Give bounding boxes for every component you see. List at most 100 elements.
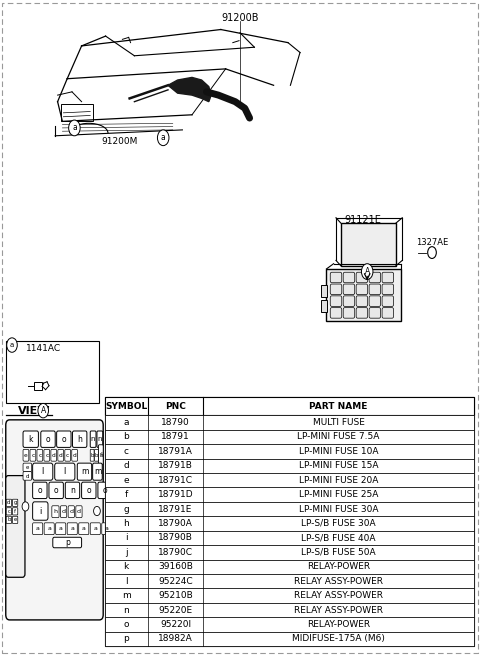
- Text: 95220E: 95220E: [158, 605, 192, 615]
- FancyBboxPatch shape: [99, 449, 103, 461]
- FancyBboxPatch shape: [72, 431, 87, 447]
- FancyBboxPatch shape: [56, 523, 66, 535]
- FancyBboxPatch shape: [6, 499, 12, 506]
- FancyBboxPatch shape: [98, 445, 103, 464]
- FancyBboxPatch shape: [55, 463, 75, 480]
- Circle shape: [94, 506, 100, 516]
- FancyBboxPatch shape: [49, 482, 63, 499]
- Text: RELAY-POWER: RELAY-POWER: [307, 620, 370, 629]
- Text: b: b: [7, 518, 11, 522]
- FancyBboxPatch shape: [37, 449, 43, 461]
- FancyBboxPatch shape: [51, 449, 57, 461]
- FancyBboxPatch shape: [76, 506, 82, 518]
- Bar: [105, 588, 474, 603]
- Text: g: g: [123, 504, 129, 514]
- Bar: [326, 269, 401, 321]
- Polygon shape: [168, 77, 211, 102]
- Text: 91200B: 91200B: [221, 12, 259, 23]
- Text: 18791: 18791: [161, 432, 190, 441]
- Bar: [105, 560, 474, 574]
- Bar: [105, 397, 474, 646]
- FancyBboxPatch shape: [6, 508, 12, 515]
- Text: b: b: [123, 432, 129, 441]
- FancyBboxPatch shape: [356, 308, 368, 318]
- Text: LP-MINI FUSE 7.5A: LP-MINI FUSE 7.5A: [298, 432, 380, 441]
- Text: LP-MINI FUSE 25A: LP-MINI FUSE 25A: [299, 490, 378, 499]
- FancyBboxPatch shape: [90, 449, 94, 461]
- Text: o: o: [46, 435, 50, 443]
- Bar: [105, 516, 474, 531]
- Text: a: a: [72, 123, 77, 133]
- FancyBboxPatch shape: [23, 431, 38, 447]
- Text: PART NAME: PART NAME: [310, 401, 368, 411]
- Bar: [61, 104, 93, 121]
- Text: 91200M: 91200M: [102, 136, 138, 146]
- Text: h: h: [77, 435, 82, 443]
- Text: i: i: [39, 506, 41, 516]
- Text: 18790C: 18790C: [158, 548, 193, 557]
- Bar: [105, 444, 474, 459]
- FancyBboxPatch shape: [343, 308, 355, 318]
- Text: PNC: PNC: [165, 401, 186, 411]
- Text: a: a: [93, 526, 97, 531]
- Text: 91121E: 91121E: [344, 215, 381, 225]
- Text: o: o: [54, 486, 59, 495]
- Bar: [105, 487, 474, 502]
- Text: d: d: [61, 509, 66, 514]
- Circle shape: [361, 264, 373, 279]
- Text: p: p: [65, 538, 70, 547]
- FancyBboxPatch shape: [77, 463, 92, 480]
- Text: d: d: [25, 474, 29, 479]
- Text: h: h: [123, 519, 129, 528]
- Text: k: k: [124, 562, 129, 571]
- Text: d: d: [73, 453, 76, 458]
- FancyBboxPatch shape: [44, 449, 50, 461]
- Text: e: e: [25, 465, 29, 470]
- Bar: [105, 415, 474, 430]
- FancyBboxPatch shape: [97, 431, 103, 447]
- Text: MIDIFUSE-175A (M6): MIDIFUSE-175A (M6): [292, 634, 385, 644]
- FancyBboxPatch shape: [23, 463, 32, 472]
- Bar: [105, 430, 474, 444]
- FancyBboxPatch shape: [12, 516, 18, 523]
- Bar: [105, 603, 474, 617]
- Text: A: A: [365, 267, 370, 276]
- Text: o: o: [37, 486, 42, 495]
- Bar: [105, 574, 474, 588]
- Text: e: e: [24, 453, 28, 458]
- Text: a: a: [105, 526, 109, 531]
- Bar: [105, 473, 474, 487]
- Text: 18982A: 18982A: [158, 634, 193, 644]
- Circle shape: [7, 338, 17, 352]
- Text: VIEW: VIEW: [18, 405, 51, 416]
- Bar: [105, 397, 474, 415]
- FancyBboxPatch shape: [58, 449, 63, 461]
- FancyBboxPatch shape: [57, 431, 71, 447]
- Text: o: o: [103, 486, 108, 495]
- Text: a: a: [123, 418, 129, 427]
- Text: 1141AC: 1141AC: [25, 344, 61, 354]
- Text: LP-MINI FUSE 15A: LP-MINI FUSE 15A: [299, 461, 378, 470]
- FancyBboxPatch shape: [95, 449, 98, 461]
- FancyBboxPatch shape: [79, 523, 89, 535]
- FancyBboxPatch shape: [382, 272, 394, 283]
- Text: o: o: [123, 620, 129, 629]
- FancyBboxPatch shape: [330, 308, 342, 318]
- Text: d: d: [59, 453, 62, 458]
- FancyBboxPatch shape: [30, 449, 36, 461]
- Text: LP-MINI FUSE 30A: LP-MINI FUSE 30A: [299, 504, 378, 514]
- FancyBboxPatch shape: [90, 523, 100, 535]
- Text: l: l: [125, 577, 128, 586]
- FancyBboxPatch shape: [82, 482, 96, 499]
- Text: b: b: [90, 453, 94, 458]
- Text: m: m: [81, 467, 88, 476]
- Text: A: A: [41, 406, 46, 415]
- FancyBboxPatch shape: [356, 272, 368, 283]
- FancyBboxPatch shape: [67, 523, 77, 535]
- Bar: [321, 285, 327, 297]
- Bar: [321, 300, 327, 312]
- FancyBboxPatch shape: [343, 272, 355, 283]
- FancyBboxPatch shape: [343, 296, 355, 306]
- FancyBboxPatch shape: [6, 420, 103, 620]
- Text: RELAY ASSY-POWER: RELAY ASSY-POWER: [294, 591, 383, 600]
